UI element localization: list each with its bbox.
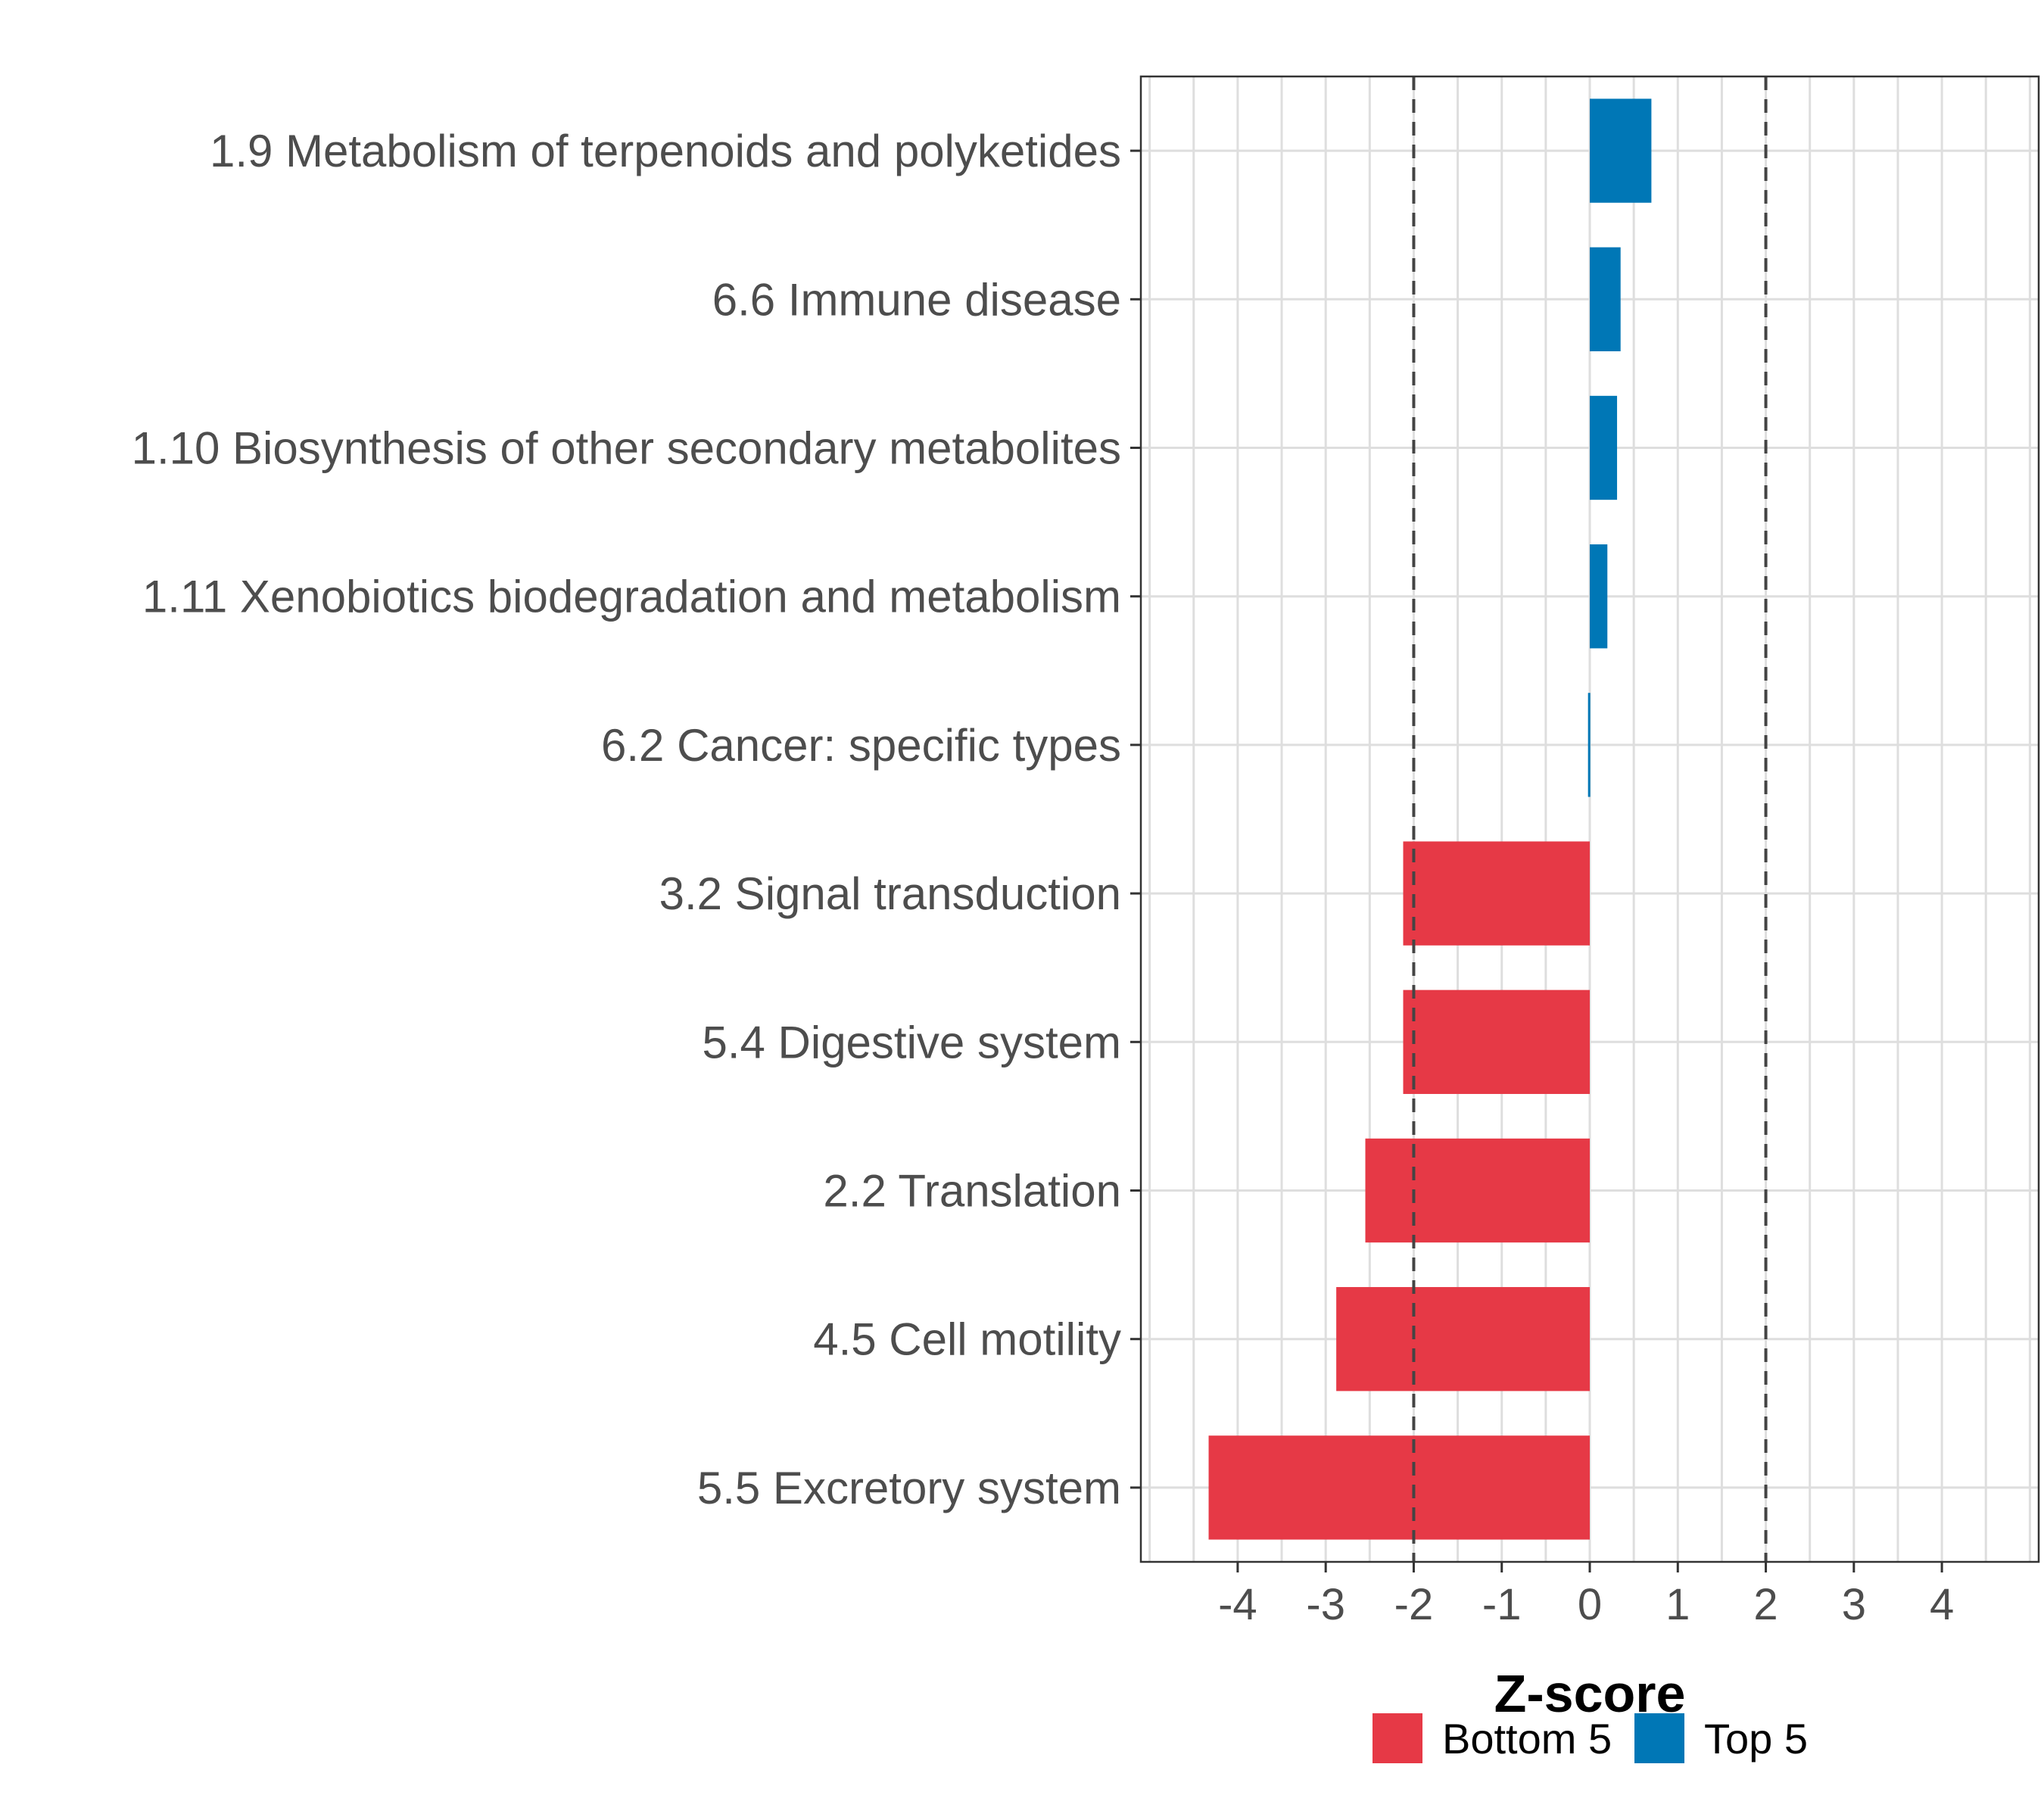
x-tick-label: 2 — [1753, 1580, 1778, 1629]
bar-top — [1590, 544, 1608, 649]
category-label: 1.9 Metabolism of terpenoids and polyket… — [210, 126, 1121, 176]
reference-lines — [1412, 76, 1768, 1562]
bar-top — [1590, 247, 1621, 351]
bars — [1208, 98, 1652, 1540]
bar-top — [1590, 395, 1618, 500]
bar-bottom — [1365, 1138, 1590, 1243]
x-axis: -4 -3 -2 -1 0 1 2 3 4 — [1218, 1562, 1954, 1629]
bar-bottom — [1336, 1287, 1590, 1392]
category-label: 6.6 Immune disease — [712, 274, 1121, 325]
category-label: 1.11 Xenobiotics biodegradation and meta… — [142, 572, 1121, 622]
category-label: 4.5 Cell motility — [813, 1314, 1121, 1365]
bar-bottom — [1208, 1435, 1590, 1540]
legend-swatch — [1634, 1713, 1684, 1763]
bar-top — [1588, 693, 1591, 797]
x-tick-label: -1 — [1482, 1580, 1522, 1629]
category-label: 2.2 Translation — [823, 1166, 1121, 1217]
category-label: 3.2 Signal transduction — [659, 868, 1121, 919]
y-axis: 1.9 Metabolism of terpenoids and polyket… — [132, 126, 1141, 1513]
x-tick-label: 3 — [1842, 1580, 1866, 1629]
x-tick-label: 1 — [1665, 1580, 1690, 1629]
category-label: 5.4 Digestive system — [702, 1017, 1121, 1067]
category-label: 6.2 Cancer: specific types — [601, 720, 1121, 771]
bar-top — [1590, 98, 1652, 203]
bar-bottom — [1403, 990, 1590, 1094]
legend-label: Bottom 5 — [1442, 1715, 1612, 1762]
category-label: 1.10 Biosynthesis of other secondary met… — [132, 423, 1121, 474]
x-tick-label: 4 — [1930, 1580, 1954, 1629]
x-tick-label: -2 — [1394, 1580, 1434, 1629]
category-label: 5.5 Excretory system — [697, 1463, 1121, 1513]
bar-bottom — [1403, 841, 1590, 946]
x-tick-label: 0 — [1578, 1580, 1602, 1629]
x-tick-label: -4 — [1218, 1580, 1257, 1629]
legend-swatch — [1373, 1713, 1422, 1763]
legend: Bottom 5 Top 5 — [1373, 1713, 1808, 1763]
x-tick-label: -3 — [1306, 1580, 1345, 1629]
legend-label: Top 5 — [1704, 1715, 1808, 1762]
